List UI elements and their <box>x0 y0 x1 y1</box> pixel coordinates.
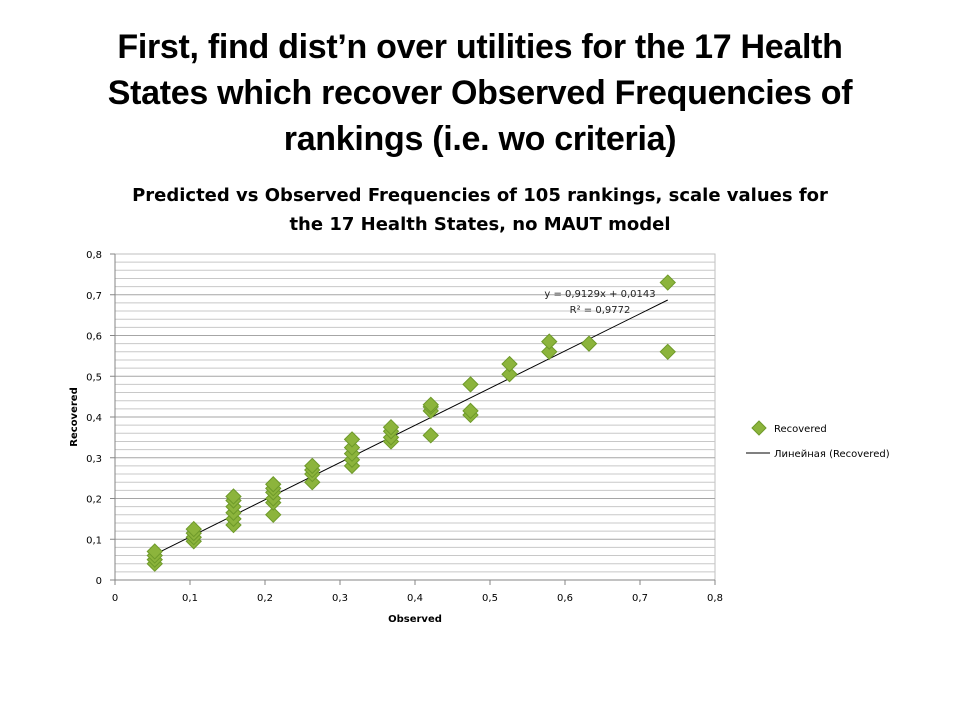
x-tick-label: 0,3 <box>332 593 348 604</box>
data-point <box>541 333 558 350</box>
data-point <box>462 376 479 393</box>
data-point <box>265 506 282 524</box>
y-tick-label: 0 <box>96 576 102 587</box>
x-tick-label: 0 <box>112 593 118 604</box>
x-tick-label: 0,4 <box>407 593 423 604</box>
x-axis-label: Observed <box>388 614 442 625</box>
y-axis-label: Recovered <box>69 387 80 446</box>
x-tick-label: 0,7 <box>632 593 648 604</box>
data-point <box>382 418 400 436</box>
slide-title-line-2: States which recover Observed Frequencie… <box>107 74 853 112</box>
y-tick-label: 0,6 <box>86 332 102 343</box>
trendline-equation: y = 0,9129x + 0,0143 <box>544 289 655 300</box>
legend-label-recovered: Recovered <box>774 424 827 435</box>
data-point <box>265 476 282 493</box>
data-point <box>501 366 518 383</box>
chart-title-line-2: the 17 Health States, no MAUT model <box>289 214 670 235</box>
data-point <box>304 457 321 475</box>
grid-lines <box>115 261 715 573</box>
y-tick-label: 0,4 <box>86 413 102 424</box>
y-tick-label: 0,7 <box>86 291 102 302</box>
x-tick-label: 0,5 <box>482 593 498 604</box>
legend-label-trendline: Линейная (Recovered) <box>774 449 890 460</box>
data-point <box>225 488 242 505</box>
data-point <box>422 427 439 444</box>
y-tick-label: 0,5 <box>86 372 102 383</box>
data-point <box>580 335 598 352</box>
x-tick-label: 0,1 <box>182 593 198 604</box>
x-tick-label: 0,8 <box>707 593 723 604</box>
data-point <box>422 396 439 413</box>
slide-title-line-1: First, find dist’n over utilities for th… <box>117 28 843 66</box>
data-point <box>185 520 202 538</box>
slide-title: First, find dist’n over utilities for th… <box>40 24 920 162</box>
data-point <box>541 343 558 361</box>
y-tick-label: 0,2 <box>86 495 102 506</box>
trendline-r-squared: R² = 0,9772 <box>570 305 631 316</box>
axes: 0 0,1 0,2 0,3 0,4 0,5 0,6 0,7 0,8 0 0,1 0,2 0,3 0,4 0,… <box>86 250 723 604</box>
data-point <box>659 343 676 361</box>
data-point <box>501 355 518 373</box>
slide-title-line-3: rankings (i.e. wo criteria) <box>283 120 677 158</box>
legend: Recovered Линейная (Recovered) <box>746 420 890 460</box>
chart-title-line-1: Predicted vs Observed Frequencies of 105… <box>132 185 828 206</box>
data-point <box>343 431 361 448</box>
y-tick-label: 0,8 <box>86 250 102 261</box>
data-points <box>146 274 676 572</box>
x-tick-label: 0,2 <box>257 593 273 604</box>
data-point <box>146 543 163 560</box>
y-tick-label: 0,3 <box>86 454 102 465</box>
x-tick-label: 0,6 <box>557 593 573 604</box>
y-tick-label: 0,1 <box>86 535 102 546</box>
data-point <box>462 402 479 420</box>
legend-marker-recovered <box>751 420 767 436</box>
data-point <box>659 274 676 291</box>
